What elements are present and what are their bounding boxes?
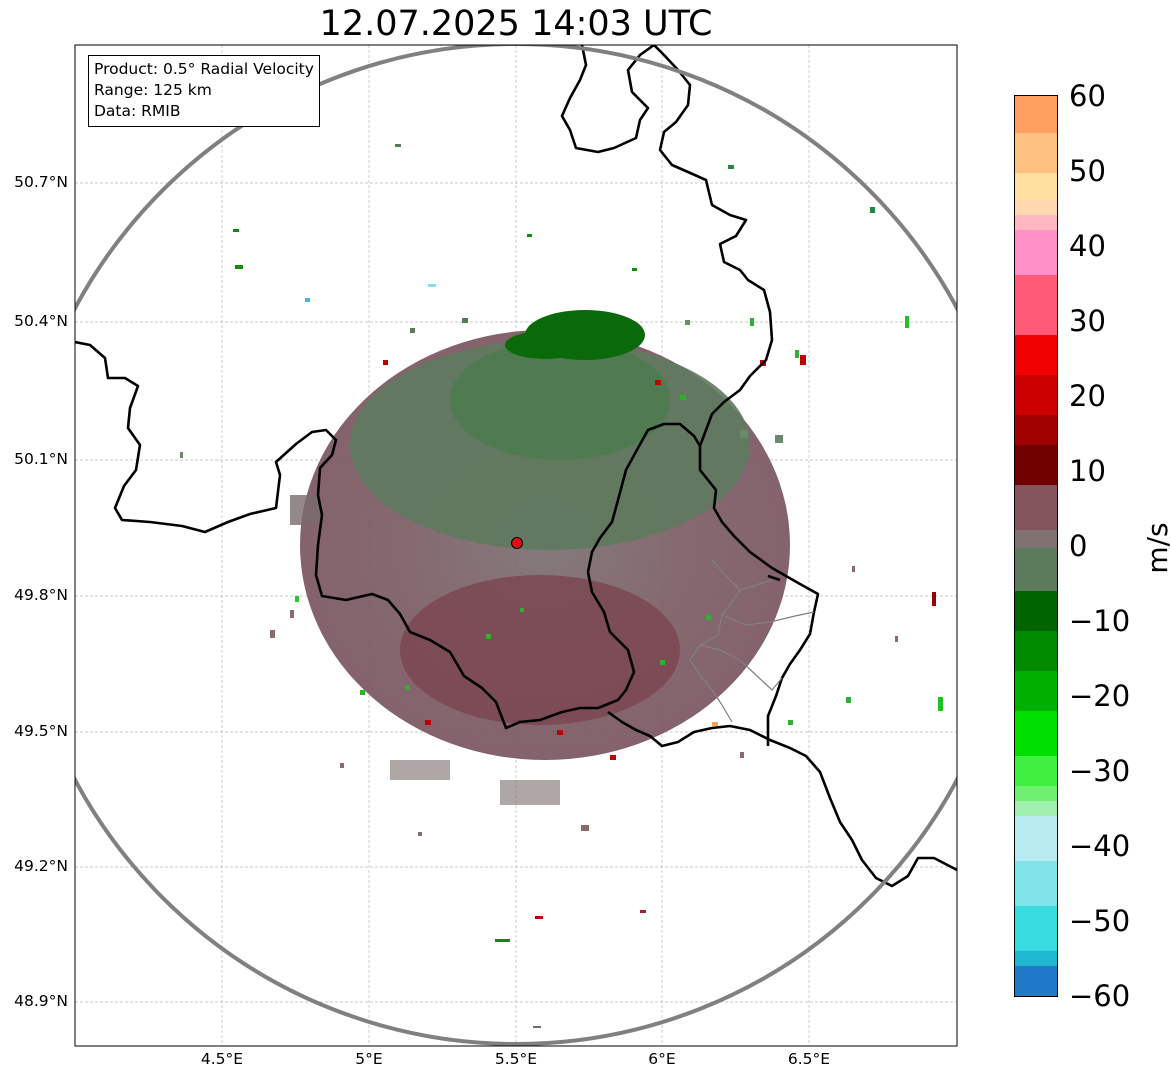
colorbar-tick-label: 10 (1069, 454, 1106, 488)
district-borders (689, 559, 815, 723)
map-title: 12.07.2025 14:03 UTC (319, 4, 713, 44)
radar-site-marker (511, 537, 523, 549)
lat-tick-label: 50.1°N (14, 450, 68, 468)
colorbar-tick-label: 40 (1069, 229, 1106, 263)
colorbar-tick-label: 0 (1069, 529, 1088, 563)
echo-inbound-core (450, 340, 670, 460)
info-data-source: Data: RMIB (94, 102, 181, 120)
colorbar-frame (1014, 95, 1058, 997)
colorbar-tick-label: −40 (1069, 829, 1131, 863)
lat-tick-label: 49.8°N (14, 586, 68, 604)
colorbar-tick-label: 50 (1069, 154, 1106, 188)
colorbar-tick-label: 20 (1069, 379, 1106, 413)
colorbar-tick-label: −10 (1069, 604, 1131, 638)
colorbar-tick-label: 30 (1069, 304, 1106, 338)
info-product: Product: 0.5° Radial Velocity (94, 60, 314, 78)
plot-frame (74, 44, 958, 1047)
lat-tick-label: 49.5°N (14, 722, 68, 740)
lon-tick-label: 5°E (355, 1050, 383, 1068)
colorbar-tick-label: −30 (1069, 754, 1131, 788)
colorbar-tick-label: −60 (1069, 979, 1131, 1013)
velocity-echoes (180, 144, 943, 1028)
lon-tick-label: 4.5°E (200, 1050, 244, 1068)
echo-strong-inbound-2 (505, 331, 585, 359)
lon-tick-label: 6.5°E (787, 1050, 831, 1068)
country-borders (75, 45, 957, 888)
info-box: Product: 0.5° Radial Velocity Range: 125… (88, 55, 320, 127)
lat-tick-label: 49.2°N (14, 857, 68, 875)
colorbar-gradient (1014, 95, 1058, 997)
colorbar-tick-label: −20 (1069, 679, 1131, 713)
echo-outbound-south (400, 575, 680, 725)
lat-tick-label: 50.7°N (14, 173, 68, 191)
lat-tick-label: 48.9°N (14, 992, 68, 1010)
lat-tick-label: 50.4°N (14, 312, 68, 330)
range-ring (75, 45, 957, 1046)
info-range: Range: 125 km (94, 81, 212, 99)
lon-tick-label: 5.5°E (494, 1050, 538, 1068)
colorbar-tick-label: 60 (1069, 79, 1106, 113)
colorbar-unit-label: m/s (1141, 522, 1171, 574)
colorbar-tick-label: −50 (1069, 904, 1131, 938)
lon-tick-label: 6°E (648, 1050, 676, 1068)
